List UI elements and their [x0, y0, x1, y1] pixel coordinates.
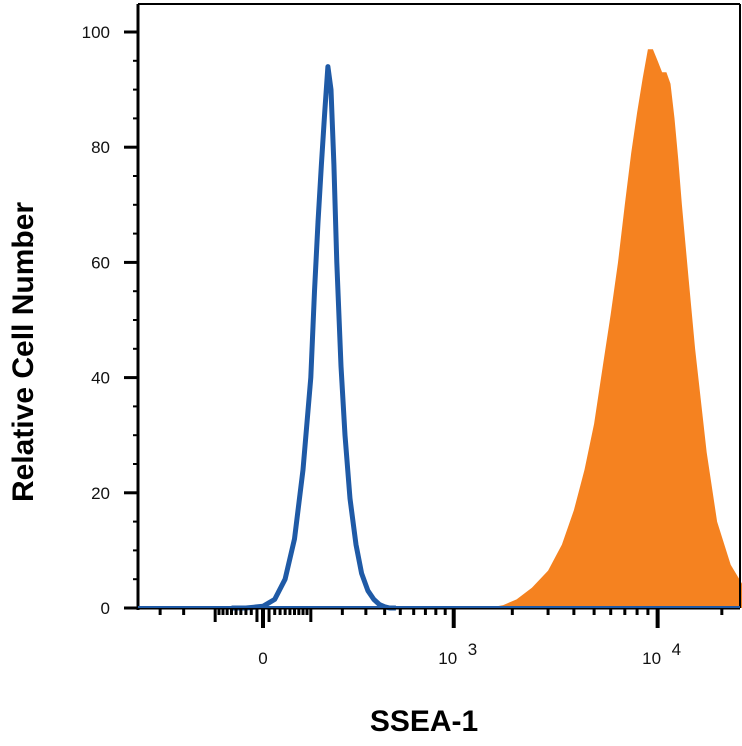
y-axis-title: Relative Cell Number [7, 202, 40, 502]
x-tick-exponent: 4 [672, 640, 681, 659]
x-tick-label: 10 [438, 649, 457, 668]
y-tick-label: 100 [82, 23, 110, 42]
series-0-outline [231, 64, 396, 611]
y-tick-label: 80 [91, 138, 110, 157]
y-tick-label: 20 [91, 484, 110, 503]
y-tick-label: 0 [101, 599, 110, 618]
y-tick-label: 40 [91, 369, 110, 388]
x-tick-label: 0 [258, 649, 267, 668]
x-tick-label: 10 [642, 649, 661, 668]
x-tick-exponent: 3 [468, 640, 477, 659]
series-1-area [487, 49, 742, 608]
y-tick-label: 60 [91, 253, 110, 272]
x-axis-title: SSEA-1 [370, 705, 478, 738]
